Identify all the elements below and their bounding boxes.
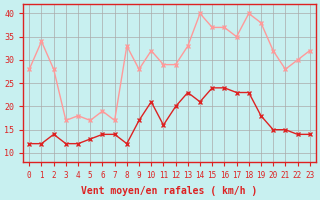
X-axis label: Vent moyen/en rafales ( km/h ): Vent moyen/en rafales ( km/h ): [81, 186, 258, 196]
